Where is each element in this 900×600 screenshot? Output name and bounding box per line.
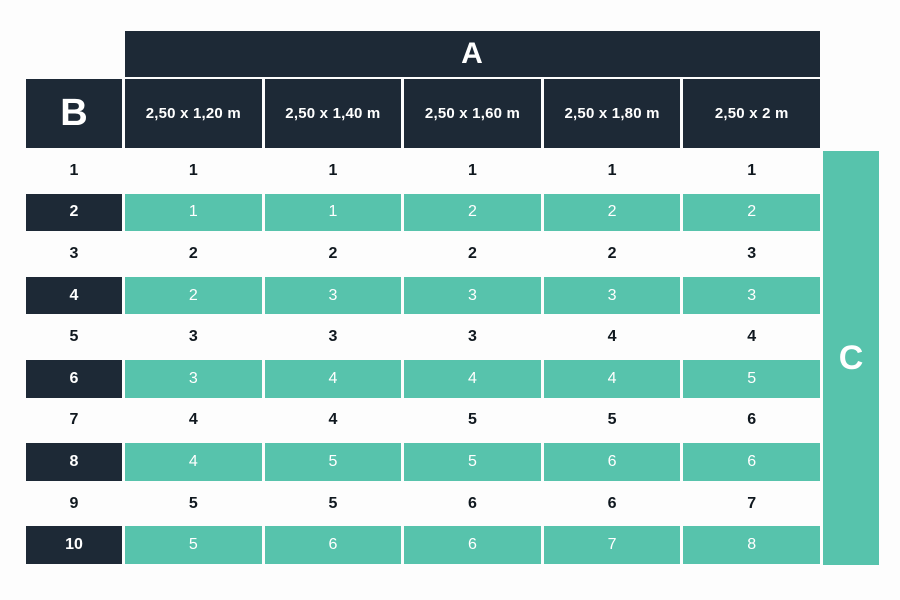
value-cell: 4 xyxy=(607,328,617,346)
value-cell: 3 xyxy=(747,244,757,262)
value-cell: 7 xyxy=(543,526,681,564)
row-group-header-b: B xyxy=(26,79,122,148)
value-cell: 3 xyxy=(188,328,198,346)
table-row: 9 5 5 6 6 7 xyxy=(26,483,820,525)
value-cell: 1 xyxy=(747,161,757,179)
value-cell: 5 xyxy=(125,526,262,564)
value-cell: 1 xyxy=(264,193,402,232)
side-bar-c: C xyxy=(823,151,879,565)
row-label: 7 xyxy=(69,411,79,429)
value-cell: 4 xyxy=(747,328,757,346)
value-cell: 2 xyxy=(125,276,262,315)
row-label: 9 xyxy=(69,494,79,512)
value-cell: 6 xyxy=(543,443,681,481)
value-cell: 4 xyxy=(264,359,402,398)
row-label: 2 xyxy=(26,193,122,232)
value-cell: 6 xyxy=(607,494,617,512)
column-header: 2,50 x 1,60 m xyxy=(404,79,541,148)
value-cell: 4 xyxy=(125,443,262,481)
row-label: 5 xyxy=(69,328,79,346)
value-cell: 1 xyxy=(125,193,262,232)
value-cell: 3 xyxy=(328,328,338,346)
table-row: 7 4 4 5 5 6 xyxy=(26,400,820,442)
table-row: 5 3 3 3 4 4 xyxy=(26,316,820,358)
row-label: 4 xyxy=(26,276,122,315)
value-cell: 3 xyxy=(468,328,477,346)
column-header: 2,50 x 1,40 m xyxy=(264,79,402,148)
table-row: 1 1 1 1 1 1 xyxy=(26,150,820,192)
value-cell: 5 xyxy=(683,359,820,398)
value-cell: 5 xyxy=(607,411,617,429)
value-cell: 1 xyxy=(328,161,338,179)
value-cell: 4 xyxy=(404,359,541,398)
value-cell: 4 xyxy=(188,411,198,429)
value-cell: 3 xyxy=(683,276,820,315)
value-cell: 3 xyxy=(543,276,681,315)
a-label: A xyxy=(461,37,484,70)
value-cell: 4 xyxy=(328,411,338,429)
value-cell: 1 xyxy=(607,161,617,179)
b-label: B xyxy=(60,92,88,134)
value-cell: 2 xyxy=(468,244,477,262)
value-cell: 6 xyxy=(468,494,477,512)
row-label: 10 xyxy=(26,526,122,564)
value-cell: 3 xyxy=(264,276,402,315)
row-label: 8 xyxy=(26,443,122,481)
value-cell: 3 xyxy=(125,359,262,398)
row-label: 3 xyxy=(69,244,79,262)
value-cell: 6 xyxy=(747,411,757,429)
value-cell: 6 xyxy=(683,443,820,481)
value-cell: 2 xyxy=(683,193,820,232)
table-row: 3 2 2 2 2 3 xyxy=(26,233,820,275)
value-cell: 2 xyxy=(328,244,338,262)
column-header: 2,50 x 2 m xyxy=(683,79,820,148)
value-cell: 6 xyxy=(404,526,541,564)
value-cell: 5 xyxy=(264,443,402,481)
value-cell: 5 xyxy=(188,494,198,512)
value-cell: 5 xyxy=(328,494,338,512)
value-cell: 4 xyxy=(543,359,681,398)
column-group-header-a: A xyxy=(125,31,820,77)
value-cell: 5 xyxy=(468,411,477,429)
column-header: 2,50 x 1,80 m xyxy=(543,79,681,148)
value-cell: 5 xyxy=(404,443,541,481)
value-cell: 3 xyxy=(404,276,541,315)
value-cell: 2 xyxy=(543,193,681,232)
row-label: 1 xyxy=(69,161,79,179)
table-row: 10 5 6 6 7 8 xyxy=(26,524,820,566)
c-label: C xyxy=(838,338,864,377)
value-cell: 2 xyxy=(607,244,617,262)
value-cell: 1 xyxy=(468,161,477,179)
column-header: 2,50 x 1,20 m xyxy=(125,79,262,148)
row-label: 6 xyxy=(26,359,122,398)
value-cell: 7 xyxy=(747,494,757,512)
value-cell: 2 xyxy=(404,193,541,232)
value-cell: 8 xyxy=(683,526,820,564)
value-cell: 1 xyxy=(188,161,198,179)
value-cell: 6 xyxy=(264,526,402,564)
value-cell: 2 xyxy=(188,244,198,262)
